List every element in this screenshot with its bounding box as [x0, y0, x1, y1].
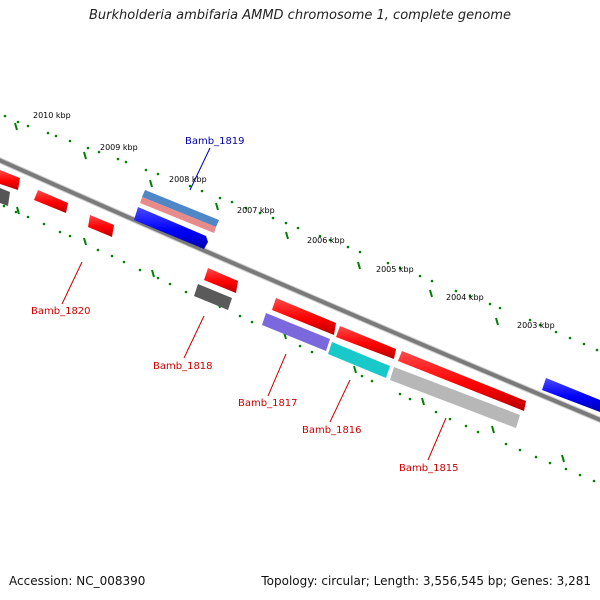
gene-bar-bamb-1818[interactable]: [194, 284, 232, 310]
gene-bar-bamb-1817[interactable]: [262, 313, 330, 351]
gene-bar-bamb-1820[interactable]: [34, 190, 68, 213]
outer-tick-ring: [3, 114, 599, 352]
gene-bar-bamb-1816[interactable]: [328, 342, 390, 378]
gene-bar-forward-right[interactable]: [542, 378, 600, 412]
tick-label: 2006 kbp: [307, 236, 345, 245]
tick-label: 2009 kbp: [100, 143, 138, 152]
gene-bar-left-edge-gray: [0, 188, 10, 206]
gene-bar-bamb-1819[interactable]: [142, 190, 219, 227]
gene-features: [0, 170, 600, 428]
gene-labels: Bamb_1819 Bamb_1820 Bamb_1818 Bamb_1817 …: [31, 136, 459, 474]
map-title: Burkholderia ambifaria AMMD chromosome 1…: [88, 8, 512, 23]
tick-label: 2008 kbp: [169, 175, 207, 184]
tick-label: 2005 kbp: [376, 265, 414, 274]
gene-bar-bamb-1819-blue: [134, 207, 208, 249]
inner-tick-ring: [2, 204, 596, 483]
gene-bar-bamb-1818-red[interactable]: [204, 268, 238, 293]
gene-bar-bamb-1815[interactable]: [390, 367, 520, 428]
gene-label-bamb-1819[interactable]: Bamb_1819: [185, 136, 245, 147]
tick-labels: 2010 kbp 2009 kbp 2008 kbp 2007 kbp 2006…: [33, 111, 555, 330]
outer-tick-marks: [14, 122, 499, 326]
gene-label-bamb-1818[interactable]: Bamb_1818: [153, 361, 213, 372]
gene-bar-bamb-1819-pink: [140, 197, 216, 233]
genome-backbone: [0, 158, 600, 422]
tick-label: 2003 kbp: [517, 321, 555, 330]
gene-label-bamb-1815[interactable]: Bamb_1815: [399, 463, 459, 474]
accession-label: Accession: NC_008390: [9, 574, 146, 588]
gene-bar-left-edge[interactable]: [0, 170, 20, 190]
gene-label-bamb-1816[interactable]: Bamb_1816: [302, 425, 362, 436]
gene-bar-bamb-1820-small[interactable]: [88, 215, 114, 237]
topology-label: Topology: circular; Length: 3,556,545 bp…: [261, 574, 591, 588]
gene-bar-red-a[interactable]: [272, 298, 336, 335]
gene-label-bamb-1820[interactable]: Bamb_1820: [31, 306, 91, 317]
gene-bar-red-long[interactable]: [398, 351, 526, 411]
tick-label: 2007 kbp: [237, 206, 275, 215]
gene-label-bamb-1817[interactable]: Bamb_1817: [238, 398, 298, 409]
tick-label: 2004 kbp: [446, 293, 484, 302]
label-leaders: [61, 147, 447, 461]
gene-bar-red-b[interactable]: [336, 326, 396, 359]
tick-label: 2010 kbp: [33, 111, 71, 120]
